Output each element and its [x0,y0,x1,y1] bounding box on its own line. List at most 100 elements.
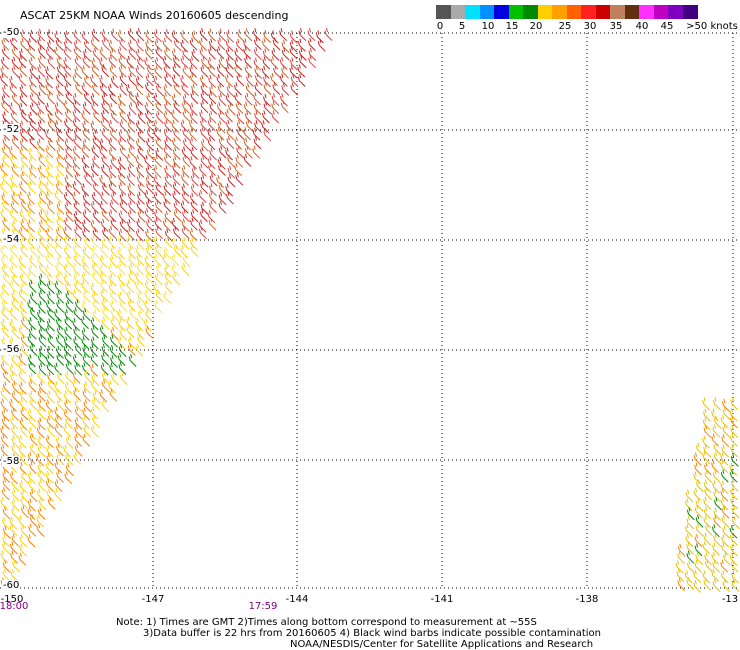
wind-barb [243,127,251,141]
wind-barb [9,318,18,332]
wind-barb [11,380,20,394]
time-label-start: 18:00 [0,601,29,612]
wind-barb [270,73,279,87]
wind-barb [73,271,82,285]
wind-barb [91,271,100,285]
wind-barb [271,100,280,114]
wind-barb [0,425,9,439]
wind-barb [99,271,108,285]
wind-barb [28,264,37,278]
wind-barb [74,56,83,70]
wind-barb [108,273,117,287]
wind-barb [209,147,218,161]
lat-label-54: -54 [2,234,21,245]
wind-barb [155,100,164,114]
wind-barb [720,480,729,494]
wind-barb [2,136,11,150]
wind-barb [29,307,38,321]
wind-barb [119,82,128,96]
wind-barb [182,127,191,141]
wind-barb [693,471,701,485]
wind-barb [28,74,37,88]
wind-barb [135,48,144,62]
wind-barb [109,254,118,268]
wind-barb [252,27,261,41]
wind-barb [234,92,242,106]
wind-barb [27,180,36,194]
wind-barb [173,82,182,96]
wind-barb [91,245,100,259]
wind-barb [145,245,154,259]
wind-barb [117,156,126,170]
wind-barb [281,82,290,96]
wind-barb [101,352,109,366]
wind-barb [18,444,27,458]
wind-barb [261,120,270,134]
wind-barb [731,505,740,519]
wind-barb [45,399,54,413]
wind-barb [82,416,91,430]
wind-barb [11,488,20,502]
wind-barb [136,164,145,178]
wind-barb [164,29,173,43]
wind-barb [144,280,153,294]
wind-barb [686,516,695,530]
wind-barb [29,255,38,269]
wind-barb [81,280,89,294]
wind-barb [110,28,119,42]
wind-barb [118,228,127,242]
wind-barb [11,506,19,520]
wind-barb [711,408,719,422]
wind-barb [108,164,117,178]
wind-barb [54,280,63,294]
wind-barb [90,93,99,107]
wind-barb [704,558,713,572]
wind-barb [91,144,100,158]
wind-barb [181,164,190,178]
wind-barb [27,451,36,465]
wind-barb [155,46,164,60]
wind-barb [128,28,136,42]
wind-barb [280,100,289,114]
wind-barb [189,137,198,151]
wind-barb [145,165,154,179]
wind-barb [703,506,712,520]
wind-barb [36,523,45,537]
wind-barb [164,119,172,133]
wind-barb [73,253,82,267]
wind-barb [29,136,38,150]
wind-barb [83,399,92,413]
wind-barb [64,109,73,123]
wind-barb [720,570,729,584]
wind-barb [19,48,28,62]
wind-barb [72,379,80,393]
wind-barb [730,415,738,429]
wind-barb [38,300,46,314]
wind-barb [225,74,233,88]
wind-barb [118,273,126,287]
wind-barb [246,73,254,87]
wind-barb [81,271,90,285]
wind-barb [37,164,46,178]
lon-label-135: -13 [721,594,739,605]
wind-barb [36,101,45,115]
wind-barb [198,226,207,240]
wind-barb [118,129,127,143]
wind-barb [172,93,180,107]
wind-barb [45,354,54,368]
wind-barb [19,63,28,77]
wind-barb [37,199,46,213]
wind-barb [37,444,46,458]
wind-barb [191,165,200,179]
wind-barb [47,307,55,321]
wind-barb [180,119,189,133]
wind-barb [137,191,145,205]
wind-barb [45,145,54,159]
wind-barb [271,47,280,61]
wind-barb [18,55,27,69]
wind-barb [163,199,172,213]
wind-barb [199,146,208,160]
wind-barb [720,559,729,573]
wind-barb [146,93,155,107]
wind-barb [298,28,307,42]
